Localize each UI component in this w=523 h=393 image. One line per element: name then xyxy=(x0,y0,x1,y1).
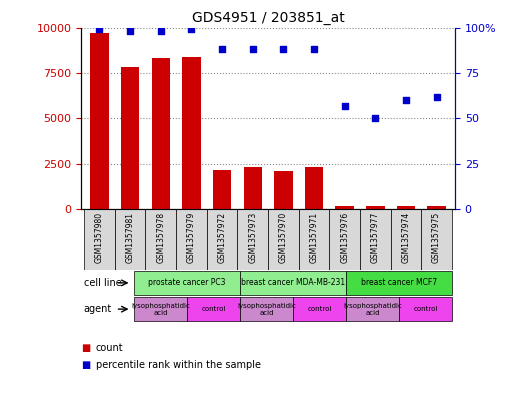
Point xyxy=(433,94,441,100)
Bar xyxy=(115,209,145,270)
Bar xyxy=(187,298,240,321)
Title: GDS4951 / 203851_at: GDS4951 / 203851_at xyxy=(191,11,345,25)
Bar xyxy=(360,209,391,270)
Bar xyxy=(152,59,170,209)
Text: GSM1357977: GSM1357977 xyxy=(371,212,380,263)
Bar xyxy=(182,57,201,209)
Text: control: control xyxy=(308,306,332,312)
Bar xyxy=(121,68,139,209)
Point xyxy=(340,103,349,109)
Text: control: control xyxy=(414,306,438,312)
Text: GSM1357975: GSM1357975 xyxy=(432,212,441,263)
Bar xyxy=(268,209,299,270)
Bar xyxy=(176,209,207,270)
Text: lysophosphatidic
acid: lysophosphatidic acid xyxy=(344,303,402,316)
Text: lysophosphatidic
acid: lysophosphatidic acid xyxy=(131,303,190,316)
Point xyxy=(279,46,288,52)
Bar xyxy=(237,209,268,270)
Text: GSM1357980: GSM1357980 xyxy=(95,212,104,263)
Point xyxy=(248,46,257,52)
Text: GSM1357976: GSM1357976 xyxy=(340,212,349,263)
Bar xyxy=(240,298,293,321)
Bar xyxy=(422,209,452,270)
Bar xyxy=(207,209,237,270)
Bar xyxy=(134,271,240,295)
Bar xyxy=(427,206,446,209)
Bar xyxy=(274,171,292,209)
Bar xyxy=(346,298,400,321)
Point xyxy=(218,46,226,52)
Text: cell line: cell line xyxy=(84,278,121,288)
Bar xyxy=(346,271,452,295)
Text: GSM1357972: GSM1357972 xyxy=(218,212,226,263)
Point xyxy=(187,26,196,33)
Text: GSM1357973: GSM1357973 xyxy=(248,212,257,263)
Bar xyxy=(397,206,415,209)
Text: GSM1357979: GSM1357979 xyxy=(187,212,196,263)
Text: GSM1357978: GSM1357978 xyxy=(156,212,165,263)
Bar xyxy=(240,271,346,295)
Bar xyxy=(84,209,115,270)
Bar xyxy=(335,206,354,209)
Bar xyxy=(145,209,176,270)
Point xyxy=(310,46,318,52)
Bar xyxy=(134,298,187,321)
Bar xyxy=(299,209,329,270)
Point xyxy=(402,97,410,103)
Point xyxy=(156,28,165,34)
Bar xyxy=(366,206,384,209)
Point xyxy=(371,115,380,121)
Bar xyxy=(391,209,422,270)
Text: percentile rank within the sample: percentile rank within the sample xyxy=(96,360,260,371)
Point xyxy=(126,28,134,34)
Text: ■: ■ xyxy=(81,343,90,353)
Bar xyxy=(305,167,323,209)
Text: ■: ■ xyxy=(81,360,90,371)
Bar xyxy=(90,33,109,209)
Bar xyxy=(400,298,452,321)
Text: control: control xyxy=(201,306,226,312)
Text: GSM1357970: GSM1357970 xyxy=(279,212,288,263)
Text: agent: agent xyxy=(84,304,112,314)
Bar xyxy=(213,170,231,209)
Text: GSM1357974: GSM1357974 xyxy=(402,212,411,263)
Bar xyxy=(329,209,360,270)
Text: breast cancer MCF7: breast cancer MCF7 xyxy=(361,278,437,287)
Text: GSM1357971: GSM1357971 xyxy=(310,212,319,263)
Text: prostate cancer PC3: prostate cancer PC3 xyxy=(149,278,226,287)
Text: GSM1357981: GSM1357981 xyxy=(126,212,134,263)
Bar xyxy=(293,298,346,321)
Text: lysophosphatidic
acid: lysophosphatidic acid xyxy=(237,303,296,316)
Text: count: count xyxy=(96,343,123,353)
Bar xyxy=(244,167,262,209)
Point xyxy=(95,26,104,33)
Text: breast cancer MDA-MB-231: breast cancer MDA-MB-231 xyxy=(241,278,345,287)
